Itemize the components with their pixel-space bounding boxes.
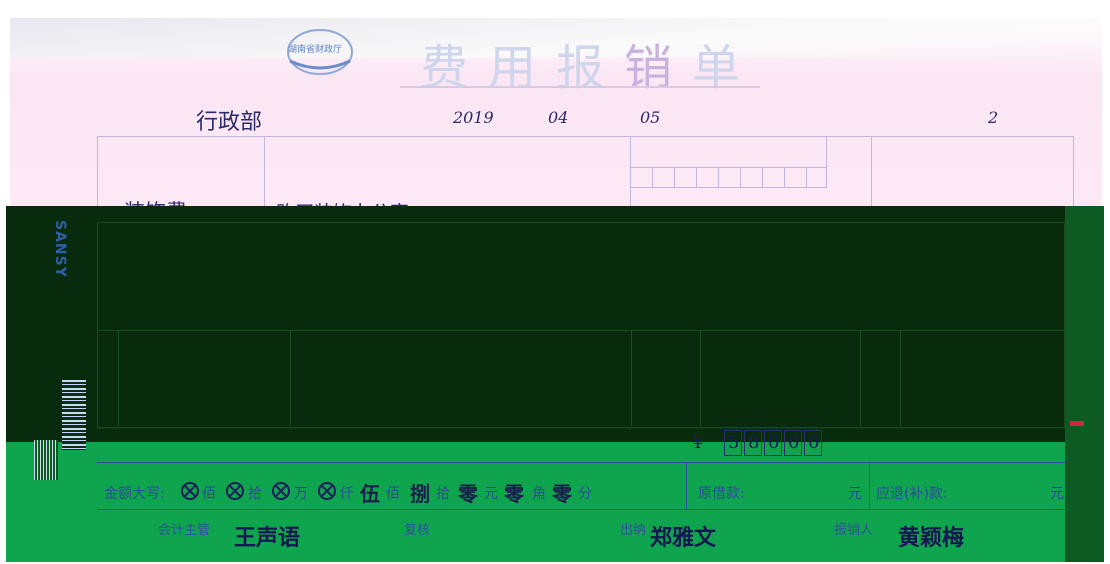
amount-words-label: 金额大写: xyxy=(104,486,165,502)
review-label: 复核 xyxy=(404,523,431,538)
date-year: 2019 xyxy=(453,108,494,127)
unit-label: 元 xyxy=(484,486,498,502)
advance-label: 原借款: xyxy=(698,486,745,502)
scan-dark-band xyxy=(6,206,1104,444)
department-value: 行政部 xyxy=(196,110,263,135)
void-circle-icon xyxy=(226,482,244,500)
body-col-line xyxy=(631,330,632,426)
unit-label: 角 xyxy=(532,486,546,502)
body-col-line xyxy=(700,330,701,426)
amount-in-words-row xyxy=(97,462,1065,510)
handwritten-jiao: 零 xyxy=(552,482,572,506)
advance-unit: 元 xyxy=(848,486,862,502)
digit-box xyxy=(744,430,762,456)
paper-edge-shadow xyxy=(10,18,1102,58)
total-digit: 8 xyxy=(748,432,760,453)
words-row-divider xyxy=(869,462,870,510)
header-cell-digit-grid xyxy=(631,168,827,188)
finance-dept-logo-icon xyxy=(287,29,353,75)
void-circle-icon xyxy=(318,482,336,500)
body-col-line xyxy=(900,330,901,426)
handwritten-tens: 零 xyxy=(458,482,478,506)
digit-box xyxy=(764,430,782,456)
logo-text: 湖南省财政厅 xyxy=(288,45,343,55)
digit-box xyxy=(804,430,822,456)
handwritten-thousand: 伍 xyxy=(360,482,380,506)
body-col-line xyxy=(290,330,291,426)
unit-label: 拾 xyxy=(248,486,262,502)
red-edge-mark xyxy=(1070,421,1084,426)
unit-label: 万 xyxy=(294,486,308,502)
body-table-faint xyxy=(97,222,1065,428)
unit-label: 仟 xyxy=(340,486,354,502)
claimant-signature: 黄颖梅 xyxy=(898,525,965,551)
digit-box xyxy=(724,430,742,456)
unit-label: 佰 xyxy=(386,486,400,502)
unit-label: 分 xyxy=(578,486,592,502)
total-currency-symbol: ¥ xyxy=(692,432,704,453)
accountant-signature: 王声语 xyxy=(234,525,301,551)
void-circle-icon xyxy=(272,482,290,500)
cashier-label: 出纳 xyxy=(620,523,647,538)
barcode xyxy=(62,380,86,450)
accountant-label: 会计主管 xyxy=(158,523,211,538)
header-cell-note xyxy=(827,136,872,208)
serial-strip xyxy=(34,440,58,480)
cashier-signature: 郑雅文 xyxy=(650,525,717,551)
total-row xyxy=(97,428,1065,458)
refund-unit: 元 xyxy=(1050,486,1064,502)
date-month: 04 xyxy=(548,108,569,127)
attachment-count: 2 xyxy=(988,108,999,127)
total-digit: 5 xyxy=(728,432,740,453)
body-col-line xyxy=(118,330,119,426)
unit-label: 佰 xyxy=(202,486,216,502)
handwritten-yuan: 零 xyxy=(504,482,524,506)
total-digit: 0 xyxy=(808,432,820,453)
body-col-line xyxy=(860,330,861,426)
unit-label: 拾 xyxy=(436,486,450,502)
void-circle-icon xyxy=(181,482,199,500)
total-digit: 0 xyxy=(768,432,780,453)
refund-label: 应退(补)款: xyxy=(876,486,948,502)
body-row-line xyxy=(97,330,1065,331)
digit-box xyxy=(784,430,802,456)
brand-watermark: SANSY xyxy=(52,220,68,278)
total-digit: 0 xyxy=(788,432,800,453)
claimant-label: 报销人 xyxy=(834,523,874,538)
date-day: 05 xyxy=(640,108,661,127)
title-underline xyxy=(400,86,760,88)
scan-right-strip xyxy=(1065,206,1104,562)
handwritten-hundred: 捌 xyxy=(410,482,430,506)
words-row-divider xyxy=(686,462,687,510)
header-cell-amount xyxy=(631,136,827,168)
